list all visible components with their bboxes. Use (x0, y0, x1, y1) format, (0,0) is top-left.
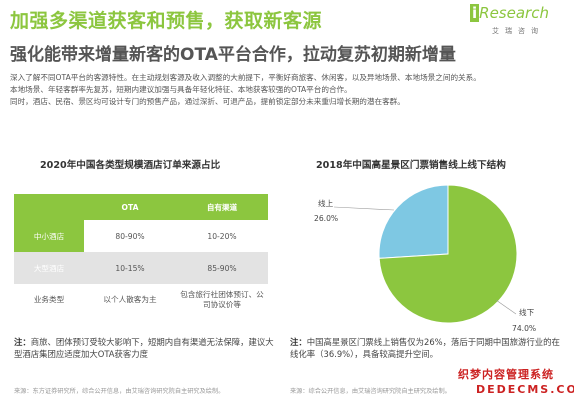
logo-letter: i (470, 4, 480, 22)
pie-value-offline: 74.0% (512, 324, 536, 333)
table-header-cell: 自有渠道 (176, 194, 268, 220)
pie-value-online: 26.0% (314, 214, 338, 223)
left-panel-note: 注：商旅、团体预订受较大影响下，短期内自有渠道无法保障，建议大型酒店集团应适度加… (14, 336, 276, 360)
logo-subtext: 艾瑞咨询 (492, 27, 544, 35)
ota-cell: 以个人散客为主 (84, 284, 176, 316)
pie-label-online: 线上 (318, 198, 334, 208)
ticket-sales-pie-chart: 线上 26.0% 线下 74.0% (314, 184, 536, 333)
pie-slice-online (378, 184, 449, 259)
table-row: 中小酒店 80-90% 10-20% (14, 220, 268, 252)
iresearch-logo: i Research 艾瑞咨询 (470, 4, 568, 38)
page-subtitle: 强化能带来增量新客的OTA平台合作，拉动复苏初期新增量 (10, 45, 456, 65)
intro-paragraph: 深入了解不同OTA平台的客源特性。在主动规划客源及收入调整的大前提下，平衡好商旅… (10, 73, 481, 82)
ota-cell: 80-90% (115, 231, 145, 241)
online-leader-line (333, 206, 395, 211)
intro-paragraph: 本地场景、年轻客群率先复苏，短期内建议加强与具备年轻化特征、本地获客较强的OTA… (10, 85, 352, 94)
offline-leader-line (495, 299, 517, 315)
note-label: 注： (290, 337, 307, 347)
table-row: 业务类型 以个人散客为主 包含旅行社团体预订、公司协议价等 (14, 284, 268, 316)
left-panel-title: 2020年中国各类型规模酒店订单来源占比 (40, 160, 221, 171)
table-header-cell: OTA (84, 194, 176, 220)
row-label: 业务类型 (14, 284, 84, 316)
left-panel-source: 来源：东方证券研究所，综合公开信息，由艾瑞咨询研究院自主研究及绘制。 (14, 388, 225, 395)
note-label: 注： (14, 337, 31, 347)
table-row: 大型酒店 10-15% 85-90% (14, 252, 268, 284)
right-panel-source: 来源：综合公开信息，由艾瑞咨询研究院自主研究及绘制。 (290, 388, 451, 395)
own-channel-cell: 85-90% (176, 252, 268, 284)
table-header-cell (14, 194, 84, 220)
note-text: 中国高星景区门票线上销售仅为26%，落后于同期中国旅游行业的在线化率（36.9%… (290, 337, 560, 359)
own-channel-cell: 包含旅行社团体预订、公司协议价等 (176, 284, 268, 316)
pie-label-offline: 线下 (519, 307, 535, 317)
logo-text: Research (479, 4, 549, 22)
table-header-row: OTA 自有渠道 (14, 194, 268, 220)
row-label: 大型酒店 (14, 252, 84, 284)
row-label: 中小酒店 (14, 220, 84, 252)
intro-paragraph: 同时，酒店、民宿、景区均可设计专门的预售产品，通过深折、可退产品，提前锁定部分未… (10, 97, 405, 106)
watermark-line2: DEDECMS.COM (476, 383, 574, 396)
own-channel-cell: 10-20% (207, 231, 237, 241)
note-text: 商旅、团体预订受较大影响下，短期内自有渠道无法保障，建议大型酒店集团应适度加大O… (14, 337, 274, 359)
ota-cell: 10-15% (84, 252, 176, 284)
right-panel-title: 2018年中国高星景区门票销售线上线下结构 (316, 160, 506, 171)
order-source-table: OTA 自有渠道 中小酒店 80-90% 10-20% 大型酒店 10-15% … (14, 194, 268, 316)
intro-text: 深入了解不同OTA平台的客源特性。在主动规划客源及收入调整的大前提下，平衡好商旅… (10, 72, 566, 108)
watermark-line1: 织梦内容管理系统 (458, 368, 554, 381)
pie-slice-offline (378, 184, 518, 324)
page-title: 加强多渠道获客和预售，获取新客源 (10, 10, 323, 32)
right-panel-note: 注：中国高星景区门票线上销售仅为26%，落后于同期中国旅游行业的在线化率（36.… (290, 336, 560, 360)
